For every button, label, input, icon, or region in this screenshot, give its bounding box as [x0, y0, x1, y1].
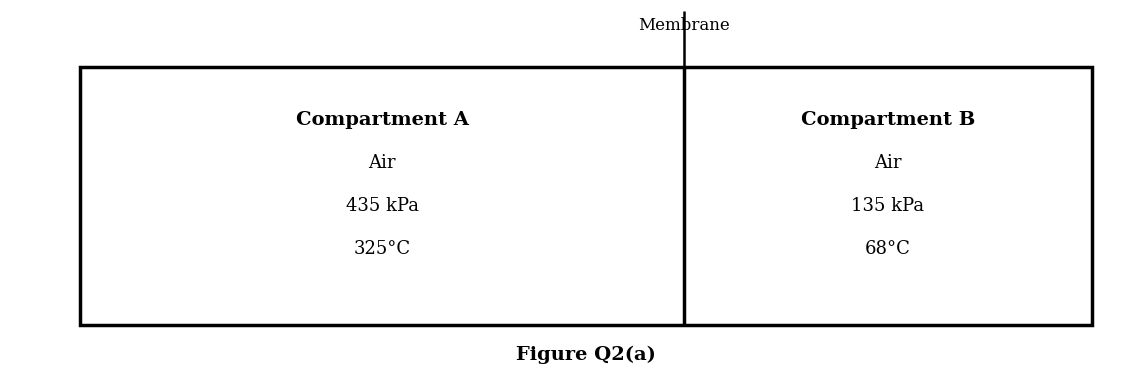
Text: Compartment A: Compartment A: [296, 111, 468, 129]
Text: 68°C: 68°C: [865, 240, 911, 258]
Text: Compartment B: Compartment B: [800, 111, 976, 129]
Text: Air: Air: [874, 154, 902, 172]
Bar: [80, 67, 1092, 325]
Text: Figure Q2(a): Figure Q2(a): [515, 345, 656, 364]
Text: 325°C: 325°C: [354, 240, 410, 258]
Text: Membrane: Membrane: [639, 17, 730, 34]
Text: 135 kPa: 135 kPa: [852, 197, 924, 215]
Text: Air: Air: [368, 154, 396, 172]
Text: 435 kPa: 435 kPa: [346, 197, 418, 215]
